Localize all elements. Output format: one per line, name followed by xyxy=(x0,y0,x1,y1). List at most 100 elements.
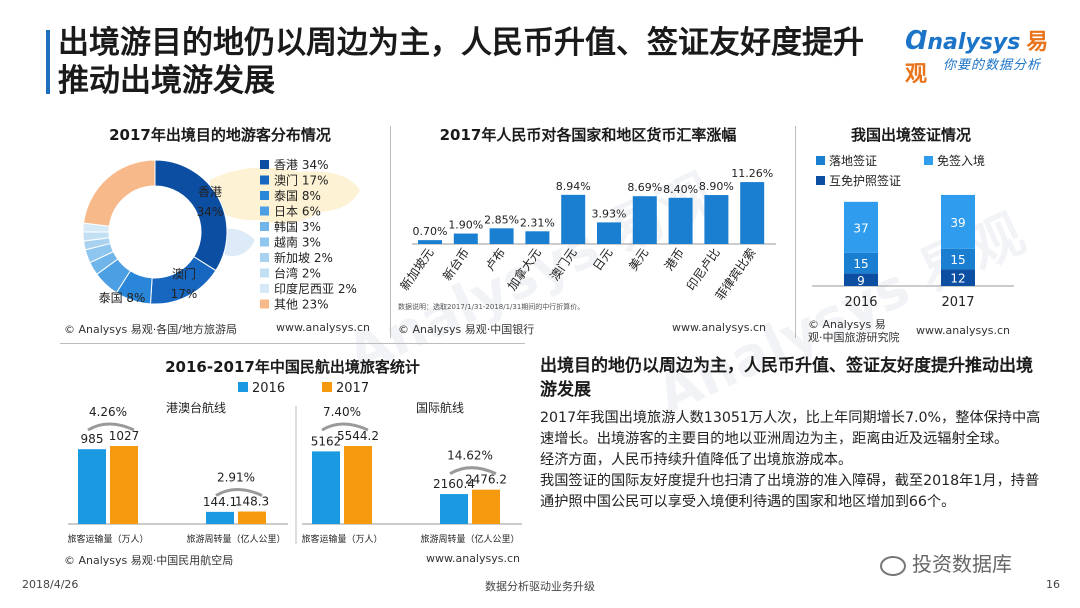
aviation-chart: 2016 2017 港澳台航线 985 1027 4.26% 旅客运输量（万人） 144.1 1… xyxy=(60,376,528,552)
bar-卢布 xyxy=(489,228,514,244)
tick-label: 港币 xyxy=(662,246,687,274)
pie-slice-label: 34% xyxy=(197,205,224,219)
visa-chart: 落地签证 免签入境 互免护照签证 9 15 37 2016 12 15 39 2017 xyxy=(806,146,1020,316)
bar-2016 xyxy=(312,451,340,524)
data-label: 144.1 xyxy=(203,495,237,509)
fx-chart-site: www.analysys.cn xyxy=(672,321,766,334)
data-label: 148.3 xyxy=(235,495,269,509)
legend-label: 2017 xyxy=(336,381,369,396)
pie-chart-source: © Analysys 易观·各国/地方旅游局 xyxy=(64,323,237,336)
tick-label: 旅客运输量（万人） xyxy=(67,533,148,545)
legend-swatch xyxy=(238,382,248,392)
logo-slogan: 你要的数据分析 xyxy=(943,58,1042,73)
pie-slice-label: 17% xyxy=(171,287,198,301)
growth-arrow xyxy=(87,422,135,432)
tick-label: 日元 xyxy=(590,246,615,274)
data-label: 5162 xyxy=(311,434,342,448)
fx-chart-source: © Analysys 易观·中国银行 xyxy=(398,323,535,336)
data-label: 3.93% xyxy=(592,207,627,220)
data-label: 11.26% xyxy=(731,167,773,180)
divider xyxy=(390,126,391,338)
legend-label: 新加坡 2% xyxy=(274,250,333,265)
footer-slogan: 数据分析驱动业务升级 xyxy=(485,580,595,593)
tick-label: 印尼卢比 xyxy=(683,245,723,293)
bar-2016 xyxy=(206,511,234,524)
growth-arrow xyxy=(449,466,497,476)
bar-澳门元 xyxy=(561,194,586,244)
tick-label: 加拿大元 xyxy=(504,245,544,293)
divider xyxy=(60,343,525,344)
legend-label: 落地签证 xyxy=(829,153,877,168)
tick-label: 美元 xyxy=(626,246,651,274)
summary-title: 出境目的地仍以周边为主，人民币升值、签证友好度提升推动出境游发展 xyxy=(540,356,1033,400)
legend-swatch xyxy=(260,299,269,309)
pie-slice-label: 泰国 8% xyxy=(99,291,146,305)
legend-swatch xyxy=(924,156,933,165)
legend-label: 澳门 17% xyxy=(274,173,329,188)
growth-label: 7.40% xyxy=(323,405,361,419)
tick-label: 2017 xyxy=(941,295,974,310)
data-label: 39 xyxy=(950,216,965,230)
analysys-logo: Ɑnalysys 易观 你要的数据分析 xyxy=(905,24,1065,87)
legend-swatch xyxy=(260,284,269,293)
bar-加拿大元 xyxy=(525,231,550,244)
legend-swatch xyxy=(816,176,825,185)
bar-2017 xyxy=(238,511,266,524)
bar-新加坡元 xyxy=(418,240,442,244)
growth-arrow xyxy=(321,422,369,432)
wechat-icon xyxy=(880,555,906,576)
section-label: 国际航线 xyxy=(416,400,464,415)
legend-label: 台湾 2% xyxy=(274,266,321,281)
data-label: 8.69% xyxy=(627,181,662,194)
bar-segment-互免护照签证 xyxy=(941,269,975,286)
bar-新台币 xyxy=(453,233,478,244)
growth-label: 2.91% xyxy=(217,471,255,485)
bar-2017 xyxy=(472,489,500,524)
wechat-label: 投资数据库 xyxy=(912,552,1012,576)
legend-swatch xyxy=(260,175,269,185)
data-label: 2.85% xyxy=(484,213,519,226)
data-label: 2.31% xyxy=(520,216,555,229)
data-label: 12 xyxy=(950,272,965,286)
data-label: 0.70% xyxy=(413,225,448,238)
aviation-chart-source: © Analysys 易观·中国民用航空局 xyxy=(64,554,234,567)
visa-chart-source: © Analysys 易 观·中国旅游研究院 xyxy=(808,318,900,344)
tick-label: 旅游周转量（亿人公里） xyxy=(186,533,285,545)
pie-slice-label: 香港 xyxy=(198,185,222,199)
bar-segment-互免护照签证 xyxy=(844,273,878,286)
tick-label: 2016 xyxy=(844,295,877,310)
data-label: 8.94% xyxy=(556,180,591,193)
legend-label: 其他 23% xyxy=(274,298,329,312)
bar-港币 xyxy=(668,197,693,244)
legend-swatch xyxy=(816,156,825,165)
legend-label: 香港 34% xyxy=(274,158,329,172)
summary-paragraph: 我国签证的国际友好度提升也扫清了出境游的准入障碍，截至2018年1月，持普通护照… xyxy=(540,473,1040,510)
logo-name-text: nalysys xyxy=(927,30,1021,55)
data-label: 5544.2 xyxy=(337,429,379,443)
data-label: 15 xyxy=(853,257,868,271)
pie-slice-其他 xyxy=(83,159,156,227)
pie-slice-label: 澳门 xyxy=(172,266,196,281)
summary-paragraph: 经济方面，人民币持续升值降低了出境旅游成本。 xyxy=(540,452,853,468)
fx-chart: 0.70% 新加坡元 1.90% 新台币 2.85% 卢布 2.31% 加拿大元 8.94% 澳门… xyxy=(397,150,780,316)
bar-2017 xyxy=(344,446,372,524)
data-label: 8.40% xyxy=(663,183,698,196)
wechat-account: 投资数据库 xyxy=(880,548,1012,577)
bar-segment-落地签证 xyxy=(941,248,975,270)
data-label: 2160.4 xyxy=(433,477,475,491)
fx-chart-note: 数据说明：选取2017/1/31-2018/1/31期间的中行折算价。 xyxy=(398,303,585,311)
legend-label: 韩国 3% xyxy=(274,219,321,234)
data-label: 2476.2 xyxy=(465,473,507,487)
map-shape xyxy=(210,167,360,224)
visa-source-line1: © Analysys 易 xyxy=(808,318,886,331)
bar-segment-落地签证 xyxy=(844,252,878,274)
bar-印尼卢比 xyxy=(704,195,729,244)
bar-美元 xyxy=(632,196,657,244)
map-shape xyxy=(220,228,255,256)
fx-chart-title: 2017年人民币对各国家和地区货币汇率涨幅 xyxy=(439,126,737,144)
legend-label: 2016 xyxy=(252,381,285,396)
legend-swatch xyxy=(260,206,269,216)
data-label: 15 xyxy=(950,253,965,267)
